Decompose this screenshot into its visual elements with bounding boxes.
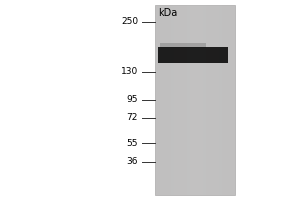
Bar bbox=[158, 47, 228, 63]
Bar bbox=[222, 5, 224, 195]
Bar bbox=[184, 5, 187, 195]
Text: 36: 36 bbox=[127, 158, 138, 166]
Text: 95: 95 bbox=[127, 96, 138, 104]
Bar bbox=[227, 5, 230, 195]
Text: 130: 130 bbox=[121, 68, 138, 76]
Bar bbox=[166, 5, 168, 195]
Bar bbox=[211, 5, 214, 195]
Bar bbox=[214, 5, 216, 195]
Bar bbox=[155, 5, 158, 195]
Bar bbox=[219, 5, 222, 195]
Bar bbox=[208, 5, 211, 195]
Text: 250: 250 bbox=[121, 18, 138, 26]
Bar bbox=[160, 5, 163, 195]
Bar bbox=[187, 5, 190, 195]
Bar bbox=[190, 5, 192, 195]
Bar bbox=[192, 5, 195, 195]
Bar bbox=[176, 5, 179, 195]
Bar bbox=[182, 5, 184, 195]
Bar bbox=[160, 43, 206, 48]
Bar bbox=[163, 5, 166, 195]
Bar bbox=[174, 5, 176, 195]
Text: 72: 72 bbox=[127, 114, 138, 122]
Bar bbox=[168, 5, 171, 195]
Bar bbox=[200, 5, 203, 195]
Bar bbox=[206, 5, 208, 195]
Bar bbox=[224, 5, 227, 195]
Text: 55: 55 bbox=[127, 138, 138, 148]
Bar bbox=[230, 5, 232, 195]
Bar bbox=[216, 5, 219, 195]
Bar bbox=[232, 5, 235, 195]
Bar bbox=[155, 5, 235, 195]
Bar bbox=[158, 5, 160, 195]
Text: kDa: kDa bbox=[158, 8, 177, 18]
Bar bbox=[198, 5, 200, 195]
Bar bbox=[179, 5, 182, 195]
Bar bbox=[171, 5, 174, 195]
Bar bbox=[195, 5, 198, 195]
Bar bbox=[203, 5, 206, 195]
